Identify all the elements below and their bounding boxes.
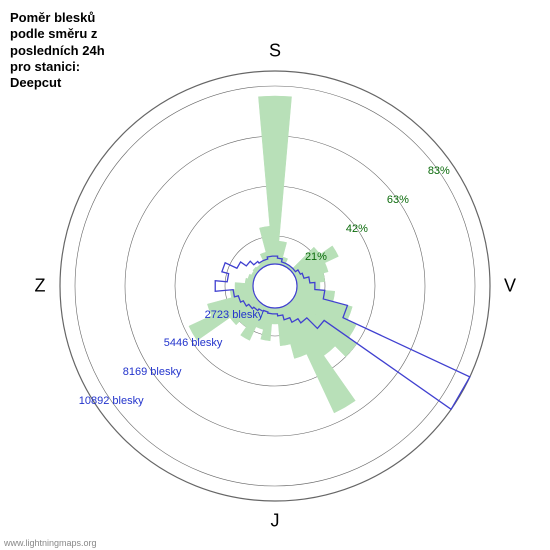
ring-label-pct: 83%: [428, 165, 450, 177]
chart-title: Poměr blesků podle směru z posledních 24…: [10, 10, 105, 91]
ring-label-pct: 63%: [387, 194, 409, 206]
compass-north: S: [269, 41, 281, 62]
ring-label-count: 10892 blesky: [79, 395, 144, 407]
ring-label-count: 8169 blesky: [123, 366, 182, 378]
compass-south: J: [271, 511, 280, 532]
ring-label-count: 5446 blesky: [164, 337, 223, 349]
compass-east: V: [504, 276, 516, 297]
ring-label-pct: 21%: [305, 251, 327, 263]
ring-label-count: 2723 blesky: [205, 309, 264, 321]
footer-credit: www.lightningmaps.org: [4, 538, 97, 548]
ring-label-pct: 42%: [346, 223, 368, 235]
compass-west: Z: [35, 276, 46, 297]
